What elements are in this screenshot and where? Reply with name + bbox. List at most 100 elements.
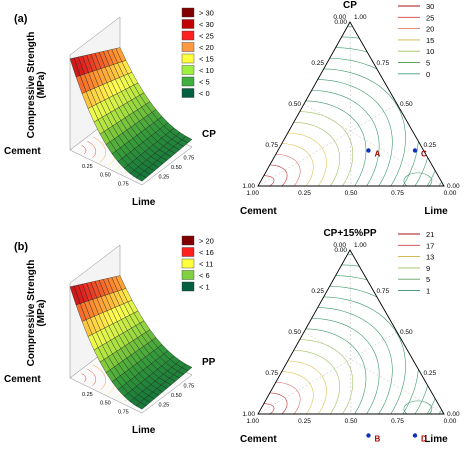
- contour-line: [317, 307, 393, 414]
- contour-line: [263, 403, 275, 414]
- axis-label-cement: Cement: [4, 146, 41, 157]
- contour-line: [299, 339, 354, 414]
- tick-label-u: 0.25: [82, 164, 93, 170]
- ternary-panel-cp-pp: 0.00 0.25 0.75 0.25 0.50 0.50 0.50 0.75 0.25 0.75…: [240, 228, 460, 445]
- contour-line: [263, 175, 275, 186]
- legend-swatch: [181, 53, 195, 64]
- tick-right: 0.00: [447, 183, 460, 190]
- legend-entry: 20: [426, 25, 434, 34]
- surface-cell: [135, 174, 147, 182]
- guide-line: [258, 331, 398, 414]
- legend-swatch: [181, 281, 195, 292]
- contour-line: [293, 350, 340, 414]
- legend-entry: 17: [426, 241, 434, 250]
- axis-label-second: PP: [202, 357, 216, 368]
- contour-line: [311, 318, 380, 414]
- panel-label: (a): [14, 13, 28, 25]
- legend-swatch: [181, 65, 195, 75]
- surface-panel-b: (b)CementPPLime0.250.250.500.500.750.75C…: [4, 235, 216, 436]
- tick-top-right: 1.00: [354, 242, 367, 249]
- contour-loop: [403, 400, 433, 414]
- legend-entry: < 5: [199, 78, 210, 87]
- legend-entry: > 20: [199, 237, 214, 246]
- floor-contour: [87, 141, 97, 158]
- legend-swatch: [181, 76, 195, 87]
- z-axis-title: Compressive Strength: [26, 260, 37, 367]
- contour-line: [269, 392, 288, 414]
- contour-line: [329, 285, 420, 414]
- legend-swatch: [181, 19, 195, 29]
- legend-entry: < 6: [199, 271, 210, 280]
- guide-line: [303, 103, 444, 186]
- legend-swatch: [181, 247, 195, 257]
- tick-label-u: 0.25: [82, 392, 93, 398]
- tick-label-v: 0.25: [159, 175, 170, 181]
- surface-panel-a: (a)CementCPLime0.250.250.500.500.750.75C…: [4, 7, 216, 208]
- ternary-title: CP: [343, 0, 357, 11]
- legend-entry: < 0: [199, 89, 210, 98]
- contour-dense: [268, 413, 271, 414]
- legend-entry: < 1: [199, 283, 210, 292]
- vertex-cement: Cement: [240, 206, 277, 217]
- legend-entry: > 30: [199, 9, 214, 18]
- vertex-cement: Cement: [240, 434, 277, 445]
- tick-label-v: 0.75: [184, 384, 195, 390]
- tick-right: 0.75: [377, 60, 390, 67]
- guide-line: [349, 250, 352, 414]
- tick-right: 0.25: [424, 370, 437, 377]
- legend-entry: < 30: [199, 20, 214, 29]
- tick-bottom-left: 1.00: [246, 418, 259, 425]
- data-point: [412, 433, 418, 438]
- tick-label-u: 0.75: [118, 409, 129, 415]
- legend-entry: 0: [426, 70, 430, 79]
- tick-right: 0.00: [447, 411, 460, 418]
- guide-line: [349, 22, 352, 186]
- contour-line: [299, 111, 354, 186]
- tick-left: 0.25: [311, 60, 324, 67]
- tick-right: 0.50: [400, 329, 413, 336]
- ternary-frame: [257, 21, 445, 187]
- z-axis-title-unit: (MPa): [36, 299, 47, 326]
- legend-entry: < 20: [199, 43, 214, 52]
- tick-label-v: 0.50: [171, 393, 182, 399]
- legend-entry: < 10: [199, 66, 214, 75]
- contour-line: [275, 382, 301, 414]
- contour-line: [305, 100, 367, 186]
- tick-bottom: 0.50: [345, 190, 358, 197]
- legend-swatch: [181, 88, 195, 98]
- tick-bottom: 0.50: [345, 418, 358, 425]
- tick-right: 0.50: [400, 101, 413, 108]
- axis-label-second: CP: [202, 129, 216, 140]
- data-point: [412, 148, 418, 153]
- legend-swatch: [181, 270, 195, 280]
- contour-line: [293, 122, 340, 186]
- contour-dense: [279, 413, 292, 414]
- contour-line: [269, 164, 288, 186]
- floor-contour: [92, 136, 106, 162]
- tick-label-u: 0.75: [118, 181, 129, 187]
- contour-line: [275, 154, 301, 186]
- contour-line: [335, 47, 433, 186]
- data-point: [366, 433, 371, 438]
- legend-swatch: [181, 30, 195, 41]
- contour-line: [305, 328, 367, 414]
- legend-entry: 15: [426, 36, 434, 45]
- contour-dense: [281, 413, 296, 414]
- tick-bottom: 0.75: [391, 190, 404, 197]
- floor-contour: [87, 369, 97, 386]
- contour-line: [329, 57, 420, 186]
- tick-left: 0.25: [311, 288, 324, 295]
- legend-entry: 13: [426, 253, 434, 262]
- tick-right: 0.75: [377, 288, 390, 295]
- tick-top-right: 1.00: [354, 14, 367, 21]
- legend-entry: < 11: [199, 260, 213, 269]
- legend-entry: 5: [426, 275, 430, 284]
- tick-left: 1.00: [242, 183, 255, 190]
- guide-line: [258, 103, 398, 186]
- axis-label-cement: Cement: [4, 374, 41, 385]
- tick-label-v: 0.75: [184, 156, 195, 162]
- ternary-panel-cp: 0.00 0.25 0.75 0.25 0.50 0.50 0.50 0.75 0.25 0.75…: [240, 0, 460, 217]
- contour-line: [335, 275, 433, 414]
- tick-right: 0.25: [424, 142, 437, 149]
